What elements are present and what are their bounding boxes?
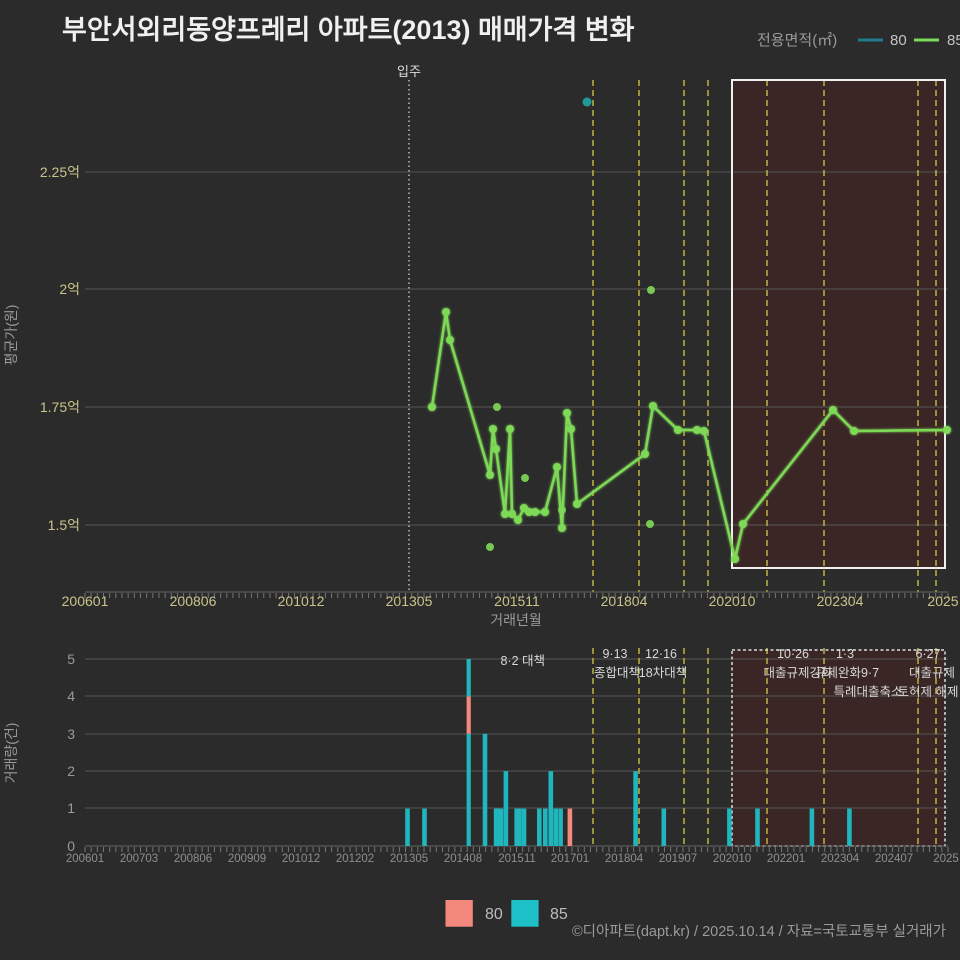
svg-text:토허제 해제: 토허제 해제 (898, 685, 959, 699)
svg-text:1·3: 1·3 (836, 647, 854, 661)
svg-text:거래년월: 거래년월 (490, 612, 542, 628)
svg-text:201305: 201305 (386, 593, 433, 609)
svg-text:201804: 201804 (601, 593, 648, 609)
svg-text:202304: 202304 (821, 853, 860, 865)
svg-text:8·2 대책: 8·2 대책 (500, 653, 545, 668)
svg-text:5: 5 (67, 651, 75, 667)
svg-text:1.75억: 1.75억 (40, 399, 80, 415)
svg-text:2억: 2억 (59, 281, 80, 297)
svg-text:1.5억: 1.5억 (48, 517, 80, 533)
svg-text:6·27: 6·27 (915, 647, 940, 661)
svg-text:201511: 201511 (498, 853, 536, 865)
svg-text:2: 2 (67, 763, 75, 779)
svg-text:85: 85 (947, 32, 960, 49)
svg-text:200601: 200601 (62, 593, 109, 609)
svg-text:4: 4 (67, 688, 75, 704)
svg-text:0: 0 (67, 838, 75, 854)
svg-text:200703: 200703 (120, 853, 158, 865)
svg-text:대출규제: 대출규제 (909, 666, 955, 680)
svg-text:202201: 202201 (767, 853, 805, 865)
svg-text:202010: 202010 (713, 853, 751, 865)
svg-text:2025: 2025 (927, 593, 958, 609)
svg-text:202304: 202304 (817, 593, 864, 609)
svg-text:특례대출축소: 특례대출축소 (833, 685, 902, 699)
svg-text:201305: 201305 (390, 853, 428, 865)
svg-text:202407: 202407 (875, 853, 913, 865)
svg-text:80: 80 (485, 906, 503, 923)
svg-text:201511: 201511 (494, 593, 540, 609)
svg-text:12·16: 12·16 (645, 647, 677, 661)
svg-text:2.25억: 2.25억 (40, 164, 80, 180)
svg-text:입주: 입주 (397, 64, 421, 79)
svg-text:2025: 2025 (933, 853, 959, 865)
svg-text:1: 1 (67, 800, 75, 816)
svg-text:©디아파트(dapt.kr) / 2025.10.14 /: ©디아파트(dapt.kr) / 2025.10.14 / 자료=국토교통부 실… (572, 923, 946, 940)
svg-text:201408: 201408 (444, 853, 482, 865)
svg-text:200806: 200806 (170, 593, 217, 609)
svg-text:201012: 201012 (278, 593, 325, 609)
svg-text:종합대책: 종합대책 (594, 665, 640, 680)
svg-text:전용면적(㎡): 전용면적(㎡) (757, 32, 837, 49)
svg-text:평균가(원): 평균가(원) (3, 305, 19, 366)
svg-text:200909: 200909 (228, 853, 266, 865)
svg-text:18차대책: 18차대책 (639, 665, 687, 680)
svg-text:3: 3 (67, 726, 75, 742)
svg-text:10·26: 10·26 (777, 647, 809, 661)
svg-text:9·13: 9·13 (602, 647, 627, 661)
svg-text:201907: 201907 (659, 853, 697, 865)
svg-text:201012: 201012 (282, 853, 320, 865)
svg-text:201701: 201701 (551, 853, 589, 865)
svg-text:80: 80 (890, 32, 907, 49)
svg-text:규제완화9·7: 규제완화9·7 (815, 666, 879, 680)
svg-text:201804: 201804 (605, 853, 644, 865)
svg-text:85: 85 (550, 906, 568, 923)
svg-text:201202: 201202 (336, 853, 374, 865)
svg-text:거래량(건): 거래량(건) (3, 723, 19, 784)
svg-text:200601: 200601 (66, 853, 104, 865)
svg-text:202010: 202010 (709, 593, 756, 609)
svg-text:200806: 200806 (174, 853, 212, 865)
